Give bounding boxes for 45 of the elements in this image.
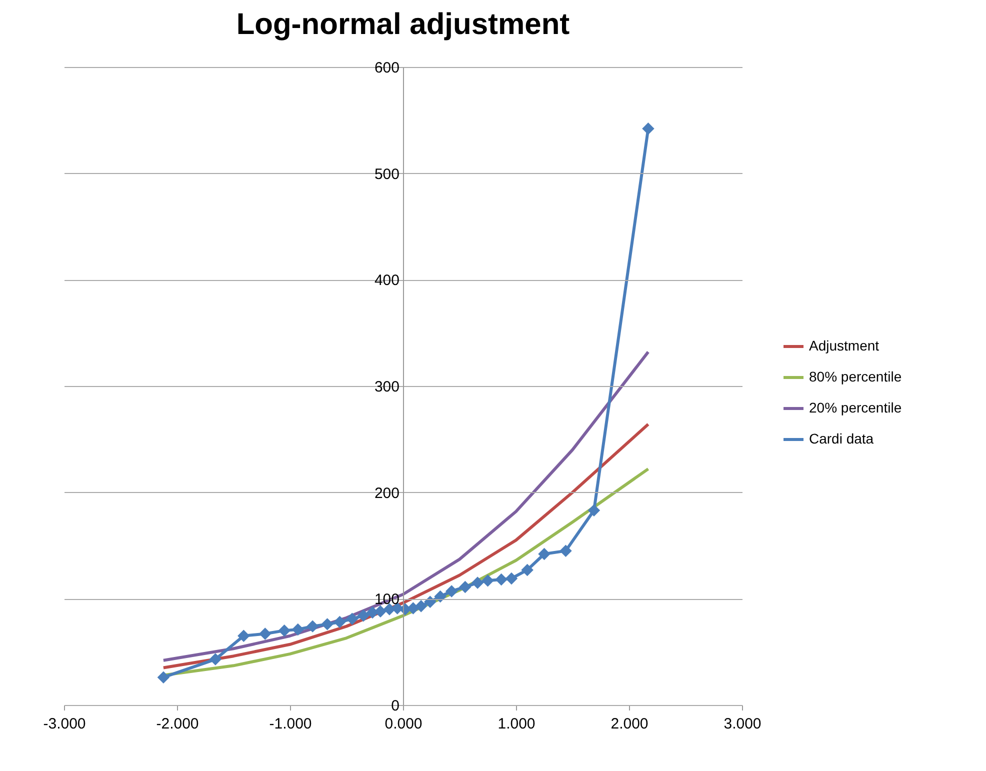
x-tick-label: -2.000: [156, 716, 199, 732]
y-tick-label: 500: [374, 166, 400, 183]
x-tick-label: -1.000: [269, 716, 312, 732]
x-tick-label: 3.000: [724, 716, 762, 732]
y-tick-label: 300: [374, 378, 400, 396]
x-tick-label: 1.000: [498, 716, 536, 732]
point: [306, 620, 319, 632]
point: [259, 628, 272, 640]
line-series: [162, 350, 650, 662]
point: [424, 596, 436, 608]
point: [521, 564, 534, 576]
point: [505, 572, 518, 585]
point: [238, 630, 250, 642]
y-tick-label: 600: [374, 60, 400, 76]
point: [292, 623, 304, 636]
legend-label: 80% percentile: [809, 368, 902, 384]
point: [414, 600, 428, 612]
chart-title: Log-normal adjustment: [236, 8, 570, 41]
point: [209, 653, 222, 666]
point: [357, 610, 370, 622]
y-tick-label: 0: [391, 698, 400, 714]
line-series: [162, 422, 650, 670]
point: [374, 605, 387, 618]
point: [538, 548, 550, 560]
y-tick-label: 400: [374, 272, 400, 290]
point: [321, 618, 334, 630]
legend-label: Cardi data: [809, 430, 874, 446]
point: [482, 574, 494, 587]
point: [278, 624, 290, 637]
point: [642, 122, 654, 135]
legend-label: Adjustment: [809, 337, 880, 354]
y-tick-label: 200: [374, 484, 400, 502]
point: [459, 580, 472, 594]
point: [157, 671, 170, 684]
point: [560, 544, 572, 557]
point: [588, 504, 600, 517]
point: [471, 576, 484, 589]
point: [495, 573, 508, 586]
x-tick-label: 0.000: [384, 716, 422, 732]
point: [334, 616, 346, 628]
x-tick-label: 2.000: [610, 716, 648, 732]
point: [445, 585, 458, 598]
legend-label: 20% percentile: [809, 399, 902, 416]
x-tick-label: -3.000: [43, 716, 86, 732]
point: [346, 612, 358, 625]
